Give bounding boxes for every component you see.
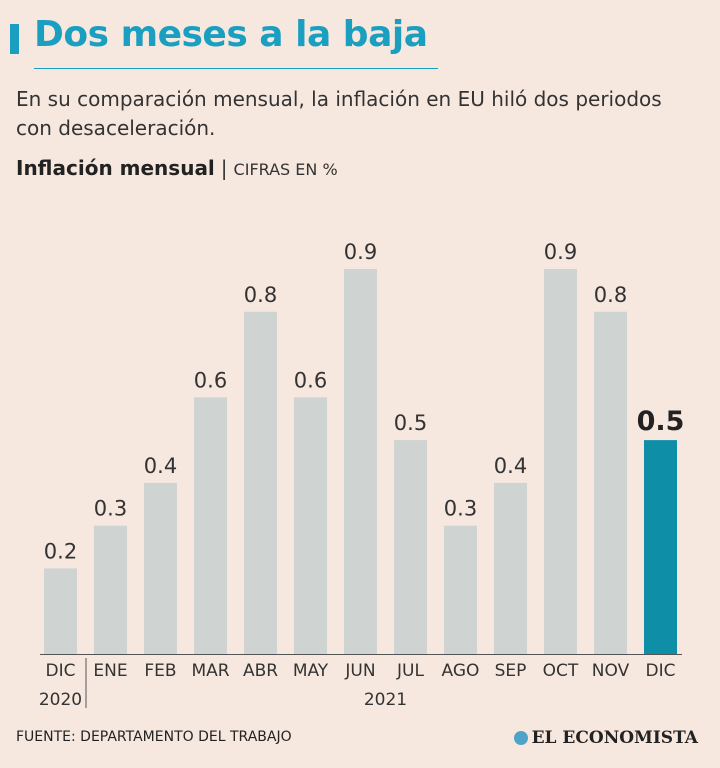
bar xyxy=(344,269,377,654)
chart-heading: Inflación mensual | CIFRAS EN % xyxy=(16,156,338,180)
title-underline xyxy=(34,68,438,69)
year-label: 2021 xyxy=(364,690,407,710)
subtitle: En su comparación mensual, la inflación … xyxy=(16,87,662,140)
data-label: 0.2 xyxy=(44,539,77,563)
logo-text: EL ECONOMISTA xyxy=(531,728,698,748)
data-label: 0.8 xyxy=(244,283,277,307)
bar xyxy=(494,482,527,654)
title-accent-bar xyxy=(10,24,19,54)
bar xyxy=(244,311,277,654)
bar xyxy=(94,525,127,654)
bar xyxy=(144,482,177,654)
data-label: 0.4 xyxy=(144,454,177,478)
tick-label: DIC xyxy=(646,661,676,681)
tick-label: JUN xyxy=(344,661,375,681)
page-title: Dos meses a la baja xyxy=(34,14,428,55)
bar xyxy=(644,440,677,654)
tick-label: SEP xyxy=(495,661,527,681)
chart-heading-units: CIFRAS EN % xyxy=(233,160,338,179)
tick-label: MAY xyxy=(293,661,329,681)
tick-label: ABR xyxy=(243,661,278,681)
tick-label: FEB xyxy=(144,661,176,681)
chart-heading-label: Inflación mensual xyxy=(16,156,215,180)
publisher-logo: EL ECONOMISTA xyxy=(513,728,698,748)
data-label: 0.6 xyxy=(294,368,327,392)
tick-label: MAR xyxy=(191,661,229,681)
bar xyxy=(444,525,477,654)
bar xyxy=(44,568,77,654)
data-label: 0.5 xyxy=(637,406,685,437)
bar xyxy=(594,311,627,654)
data-label: 0.3 xyxy=(94,497,127,521)
data-label: 0.9 xyxy=(544,240,577,264)
tick-label: OCT xyxy=(543,661,579,681)
data-label: 0.9 xyxy=(344,240,377,264)
logo-globe-icon xyxy=(513,731,528,745)
data-label: 0.8 xyxy=(594,283,627,307)
tick-label: DIC xyxy=(46,661,76,681)
year-label: 2020 xyxy=(39,690,82,710)
bar xyxy=(194,397,227,654)
tick-label: AGO xyxy=(442,661,480,681)
tick-label: JUL xyxy=(396,661,424,681)
bar xyxy=(544,269,577,654)
data-label: 0.6 xyxy=(194,368,227,392)
tick-label: NOV xyxy=(592,661,630,681)
data-label: 0.3 xyxy=(444,497,477,521)
bar xyxy=(294,397,327,654)
source-note: FUENTE: DEPARTAMENTO DEL TRABAJO xyxy=(16,729,292,745)
tick-label: ENE xyxy=(93,661,127,681)
data-label: 0.5 xyxy=(394,411,427,435)
data-label: 0.4 xyxy=(494,454,527,478)
chart-heading-separator: | xyxy=(220,156,228,180)
bar xyxy=(394,440,427,654)
